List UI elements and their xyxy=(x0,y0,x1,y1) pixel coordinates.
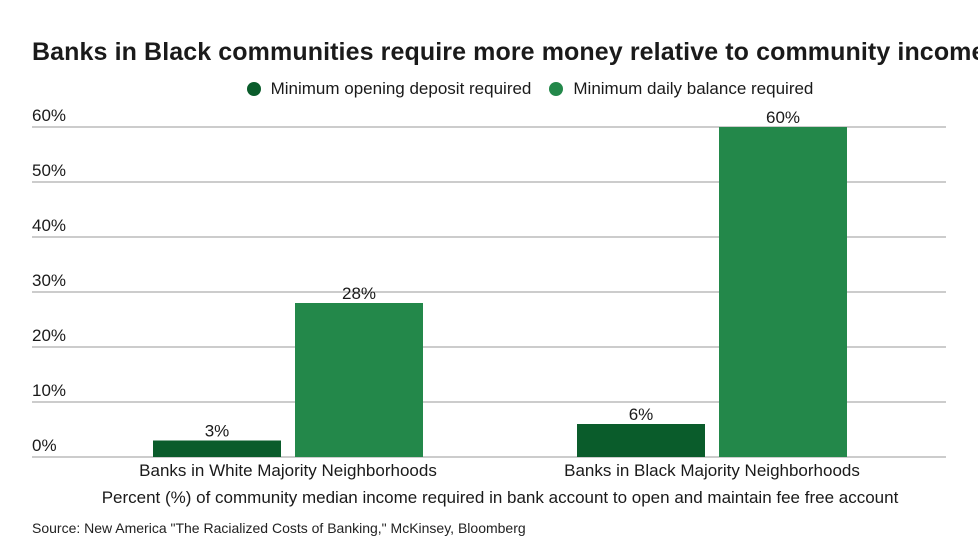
source-note: Source: New America "The Racialized Cost… xyxy=(32,520,526,536)
y-tick-label-50: 50% xyxy=(32,161,66,180)
bar-balance-0 xyxy=(295,303,423,457)
x-axis-title: Percent (%) of community median income r… xyxy=(101,488,899,507)
y-tick-label-10: 10% xyxy=(32,381,66,400)
x-tick-label-1: Banks in Black Majority Neighborhoods xyxy=(564,461,860,480)
x-tick-label-0: Banks in White Majority Neighborhoods xyxy=(139,461,437,480)
bar-balance-1 xyxy=(719,127,847,457)
y-tick-label-20: 20% xyxy=(32,326,66,345)
legend-item-balance: Minimum daily balance required xyxy=(549,79,813,99)
y-tick-label-0: 0% xyxy=(32,436,57,455)
legend-label-balance: Minimum daily balance required xyxy=(573,79,814,98)
legend-swatch-balance xyxy=(549,82,564,96)
legend-item-deposit: Minimum opening deposit required xyxy=(246,79,532,99)
bar-deposit-1 xyxy=(577,424,705,457)
legend-swatch-deposit xyxy=(246,82,261,96)
data-label-deposit-1: 6% xyxy=(629,405,654,424)
chart-title: Banks in Black communities require more … xyxy=(32,38,978,66)
y-tick-label-40: 40% xyxy=(32,216,66,235)
legend-label-deposit: Minimum opening deposit required xyxy=(270,79,532,98)
data-label-balance-0: 28% xyxy=(342,284,376,303)
data-label-balance-1: 60% xyxy=(766,108,800,127)
data-label-deposit-0: 3% xyxy=(205,422,230,441)
bar-deposit-0 xyxy=(153,440,281,457)
y-tick-label-30: 30% xyxy=(32,271,66,290)
legend: Minimum opening deposit required Minimum… xyxy=(0,79,978,99)
y-tick-label-60: 60% xyxy=(32,106,66,125)
